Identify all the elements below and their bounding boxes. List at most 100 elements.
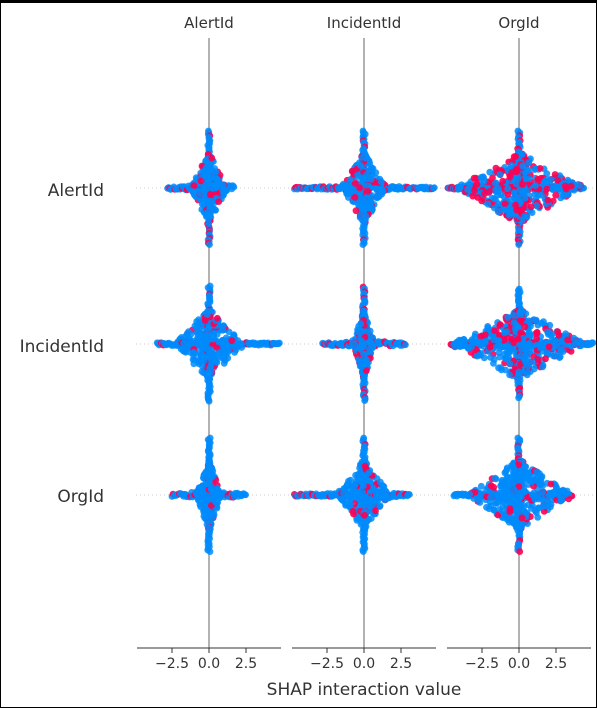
point-incidentid-incidentid xyxy=(355,322,363,330)
point-orgid-incidentid xyxy=(377,478,384,486)
point-incidentid-orgid xyxy=(542,355,549,363)
point-orgid-incidentid xyxy=(354,476,362,483)
point-orgid-incidentid xyxy=(361,511,368,519)
point-incidentid-orgid xyxy=(524,346,532,354)
point-alertid-orgid xyxy=(538,191,545,199)
column-title-incidentid: IncidentId xyxy=(327,14,401,32)
point-orgid-alertid xyxy=(205,460,213,468)
point-orgid-incidentid xyxy=(372,507,379,515)
point-incidentid-orgid xyxy=(533,335,540,343)
point-alertid-orgid xyxy=(484,200,492,208)
point-orgid-orgid xyxy=(521,488,529,495)
point-alertid-incidentid xyxy=(359,241,367,249)
point-alertid-incidentid xyxy=(373,194,381,202)
point-incidentid-orgid xyxy=(525,340,533,347)
point-orgid-alertid xyxy=(215,490,223,498)
point-alertid-orgid xyxy=(496,171,504,178)
point-incidentid-orgid xyxy=(496,321,504,328)
point-orgid-orgid xyxy=(500,495,508,502)
point-incidentid-orgid xyxy=(480,354,488,362)
point-incidentid-orgid xyxy=(573,338,581,345)
point-alertid-orgid xyxy=(554,177,562,184)
point-alertid-incidentid xyxy=(377,178,385,186)
point-orgid-alertid xyxy=(211,498,219,506)
point-incidentid-orgid xyxy=(487,354,494,361)
point-incidentid-orgid xyxy=(496,344,504,352)
point-alertid-incidentid xyxy=(357,161,364,169)
column-title-alertid: AlertId xyxy=(184,14,234,32)
point-orgid-orgid xyxy=(471,488,479,496)
point-incidentid-orgid xyxy=(500,337,508,344)
point-incidentid-orgid xyxy=(589,339,596,347)
point-alertid-incidentid xyxy=(351,194,359,201)
x-axes: −2.5 0.0 2.5 −2.5 0.0 2.5 −2.5 0.0 2.5 xyxy=(137,647,591,672)
point-alertid-incidentid xyxy=(351,179,359,187)
point-alertid-orgid xyxy=(510,153,518,161)
point-orgid-orgid xyxy=(544,498,552,506)
point-incidentid-orgid xyxy=(496,353,504,361)
point-incidentid-incidentid xyxy=(363,356,370,364)
point-alertid-orgid xyxy=(492,180,499,187)
point-alertid-orgid xyxy=(501,206,509,214)
point-incidentid-incidentid xyxy=(361,397,369,404)
point-orgid-orgid xyxy=(477,482,485,490)
point-incidentid-orgid xyxy=(545,343,553,351)
point-alertid-orgid xyxy=(513,206,520,214)
point-alertid-incidentid xyxy=(364,188,372,195)
point-alertid-orgid xyxy=(508,169,516,176)
point-orgid-alertid xyxy=(206,524,214,532)
point-incidentid-orgid xyxy=(524,368,532,376)
point-incidentid-incidentid xyxy=(366,337,374,345)
point-alertid-orgid xyxy=(527,203,535,211)
x-tick-label-2-0: −2.5 xyxy=(465,656,499,672)
point-incidentid-alertid xyxy=(200,357,208,364)
point-alertid-orgid xyxy=(576,182,584,189)
x-tick-label-1-2: 2.5 xyxy=(390,656,412,672)
point-alertid-orgid xyxy=(473,180,481,188)
row-label-incidentid: IncidentId xyxy=(20,337,104,357)
point-orgid-orgid xyxy=(506,500,514,507)
point-incidentid-alertid xyxy=(182,337,190,345)
point-alertid-incidentid xyxy=(362,213,370,220)
point-incidentid-orgid xyxy=(481,331,489,339)
point-alertid-orgid xyxy=(454,185,462,193)
point-incidentid-orgid xyxy=(510,311,517,319)
point-orgid-orgid xyxy=(516,524,524,532)
point-alertid-incidentid xyxy=(356,184,363,192)
point-incidentid-orgid xyxy=(515,368,523,376)
point-incidentid-alertid xyxy=(205,397,213,405)
point-orgid-incidentid xyxy=(345,477,352,485)
x-tick-label-1-1: 0.0 xyxy=(353,656,375,672)
point-incidentid-orgid xyxy=(530,365,538,373)
point-incidentid-alertid xyxy=(220,322,227,330)
point-incidentid-alertid xyxy=(213,330,221,338)
point-incidentid-orgid xyxy=(557,345,565,353)
point-alertid-orgid xyxy=(519,162,527,170)
point-incidentid-orgid xyxy=(506,371,513,379)
point-incidentid-orgid xyxy=(491,327,498,334)
point-incidentid-alertid xyxy=(218,339,226,347)
point-incidentid-orgid xyxy=(484,324,492,332)
point-alertid-orgid xyxy=(531,166,539,174)
point-incidentid-incidentid xyxy=(366,346,373,353)
point-orgid-incidentid xyxy=(369,484,377,492)
point-orgid-alertid xyxy=(207,485,215,493)
point-incidentid-alertid xyxy=(201,317,209,324)
point-orgid-orgid xyxy=(487,494,494,502)
point-incidentid-orgid xyxy=(510,319,518,326)
point-alertid-alertid xyxy=(197,177,205,185)
x-tick-label-1-0: −2.5 xyxy=(310,656,344,672)
point-orgid-alertid xyxy=(203,493,211,501)
point-alertid-alertid xyxy=(208,154,216,162)
point-orgid-incidentid xyxy=(367,496,375,504)
point-orgid-alertid xyxy=(209,473,216,481)
point-orgid-incidentid xyxy=(360,482,367,490)
point-alertid-orgid xyxy=(544,196,552,204)
point-orgid-orgid xyxy=(533,474,541,482)
point-alertid-orgid xyxy=(491,204,498,212)
point-incidentid-orgid xyxy=(507,345,515,353)
point-incidentid-alertid xyxy=(213,314,221,322)
point-alertid-incidentid xyxy=(363,171,371,178)
row-label-alertid: AlertId xyxy=(48,181,104,201)
